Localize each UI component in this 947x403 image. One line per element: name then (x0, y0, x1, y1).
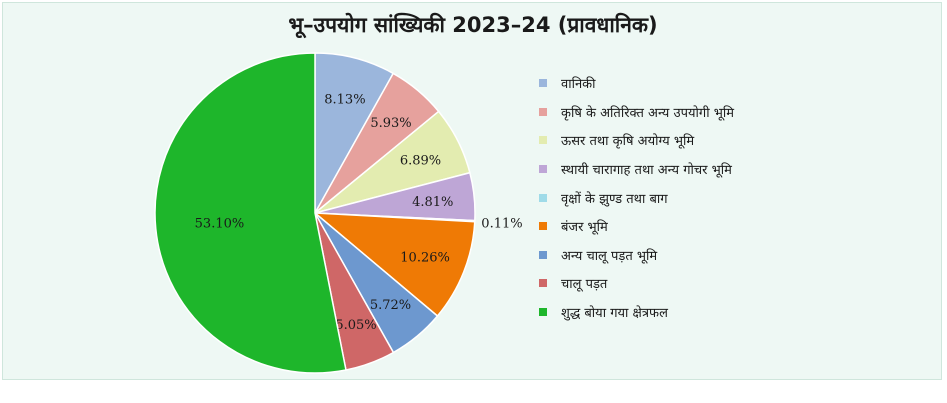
legend-swatch (539, 165, 547, 174)
legend-swatch (539, 222, 547, 231)
chart-legend: वानिकी कृषि के अतिरिक्त अन्य उपयोगी भूमि ऊ… (539, 69, 859, 326)
slice-data-label: 0.11% (481, 217, 522, 232)
legend-swatch (539, 308, 547, 317)
legend-item: स्थायी चारागाह तथा अन्य गोचर भूमि (539, 155, 859, 184)
legend-item: वानिकी (539, 69, 859, 98)
slice-data-label: 5.72% (370, 298, 411, 313)
slice-data-label: 6.89% (400, 153, 441, 168)
legend-swatch (539, 250, 547, 259)
slice-data-label: 53.10% (195, 216, 245, 231)
legend-item: चालू पड़त (539, 269, 859, 298)
pie-slice (312, 212, 476, 318)
legend-swatch (539, 107, 547, 116)
chart-panel: भू–उपयोग सांख्यिकी 2023–24 (प्रावधानिक) … (2, 2, 942, 380)
pie-chart: 8.13% 5.93% 6.89% 4.81% 0.11% 10.26% 5.72% 5.05… (154, 52, 523, 374)
legend-item: अन्य चालू पड़त भूमि (539, 241, 859, 270)
chart-title: भू–उपयोग सांख्यिकी 2023–24 (प्रावधानिक) (288, 13, 658, 37)
legend-label: वृक्षों के झुण्ड तथा बाग (561, 191, 668, 207)
legend-label: स्थायी चारागाह तथा अन्य गोचर भूमि (561, 163, 732, 179)
legend-swatch (539, 193, 547, 202)
legend-label: कृषि के अतिरिक्त अन्य उपयोगी भूमि (561, 105, 734, 121)
legend-item: शुद्ध बोया गया क्षेत्रफल (539, 298, 859, 327)
legend-label: शुद्ध बोया गया क्षेत्रफल (561, 306, 668, 322)
legend-swatch (539, 79, 547, 88)
legend-label: वानिकी (561, 77, 596, 93)
legend-label: चालू पड़त (561, 277, 608, 293)
legend-label: ऊसर तथा कृषि अयोग्य भूमि (561, 134, 695, 150)
slice-data-label: 5.05% (335, 318, 376, 333)
legend-item: वृक्षों के झुण्ड तथा बाग (539, 183, 859, 212)
pie-slice (154, 52, 347, 374)
legend-label: बंजर भूमि (561, 220, 608, 236)
legend-item: बंजर भूमि (539, 212, 859, 241)
legend-swatch (539, 136, 547, 145)
slice-data-label: 4.81% (412, 195, 453, 210)
slice-data-label: 5.93% (370, 116, 411, 131)
legend-item: कृषि के अतिरिक्त अन्य उपयोगी भूमि (539, 98, 859, 127)
legend-swatch (539, 279, 547, 288)
legend-item: ऊसर तथा कृषि अयोग्य भूमि (539, 126, 859, 155)
legend-label: अन्य चालू पड़त भूमि (561, 248, 658, 264)
slice-data-label: 8.13% (324, 92, 365, 107)
slice-data-label: 10.26% (400, 251, 450, 266)
